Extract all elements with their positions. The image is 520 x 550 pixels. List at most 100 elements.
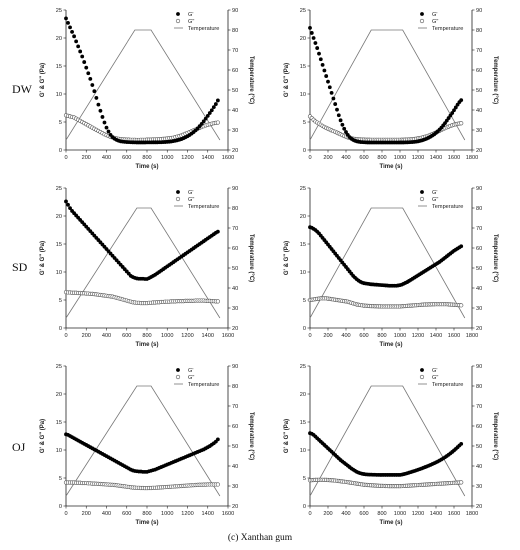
y-tick-label: 20 xyxy=(56,214,62,220)
g-prime-point xyxy=(340,122,345,127)
x-tick-label: 1200 xyxy=(181,511,193,517)
g-prime-point xyxy=(84,65,89,70)
x-tick-label: 800 xyxy=(142,155,151,161)
g-prime-point xyxy=(324,74,329,78)
legend-g-prime-marker xyxy=(420,190,424,194)
y-tick-label: 15 xyxy=(56,64,62,70)
x-tick-label: 200 xyxy=(82,511,91,517)
y2-tick-label: 40 xyxy=(232,286,238,292)
x-tick-label: 0 xyxy=(308,155,311,161)
y-axis-title: G' & G" (Pa) xyxy=(284,63,290,97)
g-prime-point xyxy=(207,111,212,115)
x-tick-label: 1400 xyxy=(202,333,214,339)
g-prime-point xyxy=(215,229,220,234)
row-label-sd: SD xyxy=(12,260,28,274)
g-prime-point xyxy=(74,39,79,44)
y2-tick-label: 20 xyxy=(476,504,482,510)
x-tick-label: 600 xyxy=(359,333,368,339)
legend-temperature-label: Temperature xyxy=(432,204,463,210)
x-tick-label: 1200 xyxy=(412,333,424,339)
legend-temperature-label: Temperature xyxy=(188,382,219,388)
g-prime-point xyxy=(66,20,70,25)
legend-g-double-prime-marker xyxy=(419,374,425,380)
legend-temperature-label: Temperature xyxy=(432,382,463,388)
chart-svg: 0 200 400 600 800 1000 1200 1400 1600 1800 0 5 10 15 2… xyxy=(284,364,498,526)
x-tick-label: 0 xyxy=(308,333,311,339)
g-prime-point xyxy=(453,105,458,110)
y2-tick-label: 30 xyxy=(476,128,482,134)
g-prime-point xyxy=(86,71,91,76)
y2-tick-label: 90 xyxy=(476,186,482,192)
x-tick-label: 1000 xyxy=(161,155,173,161)
g-prime-point xyxy=(215,437,220,442)
y-axis-title: G' & G" (Pa) xyxy=(40,63,46,97)
g-prime-point xyxy=(88,76,93,81)
x-tick-label: 200 xyxy=(323,511,332,517)
legend-g-double-prime-label: G" xyxy=(432,375,438,381)
g-prime-point xyxy=(213,102,218,106)
x-tick-label: 400 xyxy=(102,333,111,339)
y2-tick-label: 90 xyxy=(232,8,238,14)
legend-g-double-prime-label: G" xyxy=(432,19,438,25)
x-tick-label: 1800 xyxy=(466,511,478,517)
x-tick-label: 1600 xyxy=(222,155,234,161)
x-tick-label: 1000 xyxy=(394,155,406,161)
x-tick-label: 400 xyxy=(341,511,350,517)
x-tick-label: 1400 xyxy=(202,511,214,517)
g-prime-point xyxy=(76,44,81,49)
x-tick-label: 1200 xyxy=(181,155,193,161)
x-tick-label: 800 xyxy=(377,511,386,517)
y2-tick-label: 50 xyxy=(476,88,482,94)
x-tick-label: 1800 xyxy=(466,155,478,161)
y2-tick-label: 40 xyxy=(232,108,238,114)
legend-g-double-prime-label: G" xyxy=(188,197,194,203)
x-axis-title: Time (s) xyxy=(380,164,403,170)
x-tick-label: 800 xyxy=(377,155,386,161)
x-tick-label: 1400 xyxy=(430,333,442,339)
g-prime-point xyxy=(92,89,97,94)
y-axis-title: G' & G" (Pa) xyxy=(284,241,290,275)
y2-tick-label: 70 xyxy=(232,48,238,54)
legend-g-double-prime-marker xyxy=(419,196,425,202)
legend-temperature-label: Temperature xyxy=(188,26,219,32)
g-double-prime-point xyxy=(459,480,464,485)
y-tick-label: 10 xyxy=(56,448,62,454)
g-prime-point xyxy=(308,26,312,30)
x-tick-label: 600 xyxy=(359,155,368,161)
y2-axis-title: Temperature (°C) xyxy=(492,234,498,282)
g-prime-point xyxy=(338,118,343,123)
g-prime-point xyxy=(205,113,210,118)
y-tick-label: 5 xyxy=(303,298,306,304)
y2-tick-label: 60 xyxy=(232,424,238,430)
y2-tick-label: 80 xyxy=(476,384,482,390)
x-tick-label: 200 xyxy=(323,333,332,339)
y2-tick-label: 60 xyxy=(232,68,238,74)
y-tick-label: 0 xyxy=(303,504,306,510)
y2-tick-label: 90 xyxy=(232,364,238,370)
y-axis-title: G' & G" (Pa) xyxy=(284,419,290,453)
x-tick-label: 600 xyxy=(122,333,131,339)
y2-tick-label: 30 xyxy=(476,306,482,312)
x-tick-label: 1200 xyxy=(412,511,424,517)
g-prime-point xyxy=(82,60,87,64)
g-double-prime-point xyxy=(215,299,220,304)
g-prime-point xyxy=(94,96,99,100)
y-tick-label: 15 xyxy=(300,64,306,70)
x-tick-label: 1400 xyxy=(202,155,214,161)
temperature-series-line xyxy=(65,207,221,319)
x-tick-label: 1600 xyxy=(448,155,460,161)
x-tick-label: 1600 xyxy=(448,511,460,517)
y2-tick-label: 80 xyxy=(476,28,482,34)
x-tick-label: 0 xyxy=(64,511,67,517)
g-prime-point xyxy=(98,108,103,113)
x-tick-label: 1000 xyxy=(161,511,173,517)
y2-tick-label: 90 xyxy=(476,8,482,14)
chart-sd-left: 0 200 400 600 800 1000 1200 1400 1600 0 5 10 15 20 25 2… xyxy=(18,178,273,353)
x-tick-label: 1400 xyxy=(430,511,442,517)
legend-temperature-label: Temperature xyxy=(188,204,219,210)
legend-g-prime-marker xyxy=(420,12,424,16)
g-prime-point xyxy=(199,121,204,126)
x-tick-label: 200 xyxy=(82,155,91,161)
g-prime-point xyxy=(201,119,206,124)
x-tick-label: 600 xyxy=(122,155,131,161)
